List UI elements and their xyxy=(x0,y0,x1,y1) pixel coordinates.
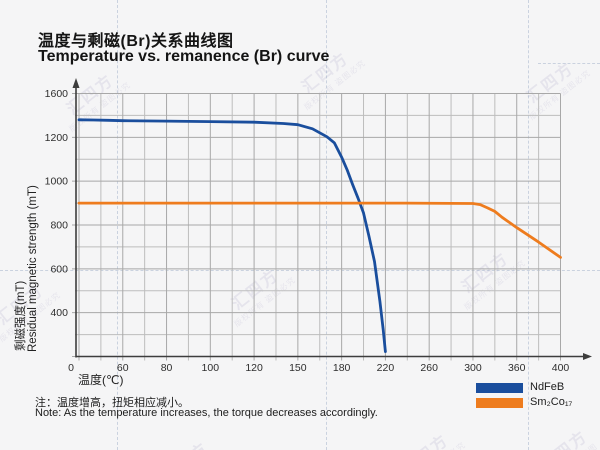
svg-text:80: 80 xyxy=(161,362,173,374)
svg-text:60: 60 xyxy=(117,362,129,374)
svg-text:180: 180 xyxy=(333,362,351,374)
legend-item-ndfeb: NdFeB xyxy=(476,382,572,393)
y-tick-labels: 400 600 800 1000 1200 1600 xyxy=(45,88,69,319)
svg-text:1000: 1000 xyxy=(45,176,69,188)
svg-text:100: 100 xyxy=(202,362,220,374)
guide-line xyxy=(538,63,600,64)
grid-major xyxy=(72,93,561,361)
guide-line xyxy=(0,270,600,271)
y-axis-arrow-icon xyxy=(72,78,80,88)
svg-text:1600: 1600 xyxy=(45,88,69,100)
svg-text:360: 360 xyxy=(508,362,526,374)
svg-text:800: 800 xyxy=(50,220,68,232)
legend: NdFeB Sm₂Co₁₇ xyxy=(476,382,572,412)
legend-swatch-sm2co17 xyxy=(476,397,523,408)
ndfeb-curve xyxy=(77,118,387,354)
chart-title-en: Temperature vs. remanence (Br) curve xyxy=(38,48,330,65)
svg-text:220: 220 xyxy=(377,362,395,374)
legend-item-sm2co17: Sm₂Co₁₇ xyxy=(476,397,572,408)
note-cn: 注：温度增高，扭矩相应减小。 xyxy=(35,397,189,409)
legend-label-ndfeb: NdFeB xyxy=(530,381,565,393)
axes xyxy=(72,78,592,360)
svg-text:1200: 1200 xyxy=(45,132,69,144)
svg-text:0: 0 xyxy=(68,362,74,374)
svg-text:120: 120 xyxy=(245,362,263,374)
smco-curve xyxy=(77,201,562,259)
svg-text:600: 600 xyxy=(50,263,68,275)
svg-text:260: 260 xyxy=(420,362,438,374)
grid-minor xyxy=(75,93,561,361)
chart-title-cn: 温度与剩磁(Br)关系曲线图 xyxy=(38,33,234,50)
svg-text:400: 400 xyxy=(552,362,570,374)
note-en: Note: As the temperature increases, the … xyxy=(35,407,378,419)
x-axis-label: 温度(℃) xyxy=(78,373,124,387)
svg-text:400: 400 xyxy=(50,307,68,319)
x-tick-labels: 0 60 80 100 120 150 180 220 260 300 360 400 xyxy=(68,362,569,374)
svg-text:300: 300 xyxy=(464,362,482,374)
legend-label-sm2co17: Sm₂Co₁₇ xyxy=(530,396,573,408)
svg-text:150: 150 xyxy=(289,362,307,374)
legend-swatch-ndfeb xyxy=(476,382,523,393)
x-axis-arrow-icon xyxy=(583,353,592,360)
